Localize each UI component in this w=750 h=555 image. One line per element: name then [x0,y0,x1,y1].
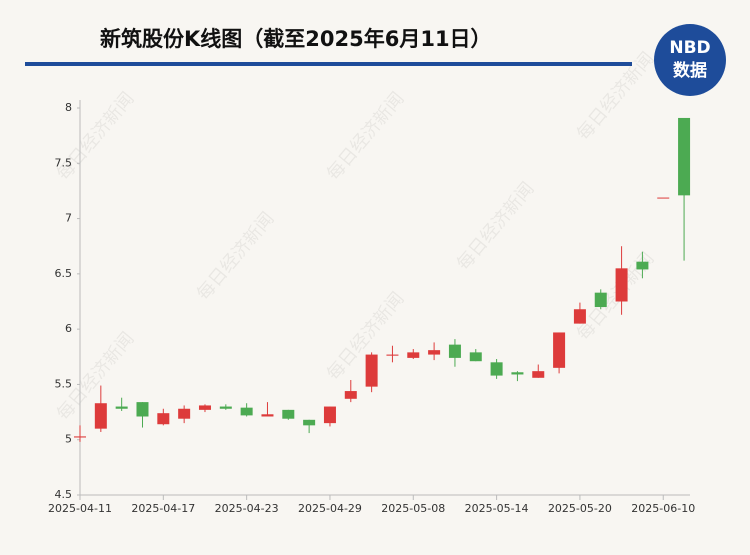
candle-body [615,268,628,302]
candle-body [469,352,482,362]
x-tick-label: 2025-04-23 [215,502,279,515]
candle-body [136,402,149,417]
y-tick-label: 6.5 [55,267,73,280]
y-tick-label: 8 [65,101,72,114]
candle-body [490,362,503,376]
candle-body [323,406,336,424]
candle-body [261,414,274,417]
x-tick-label: 2025-04-17 [131,502,195,515]
y-tick-label: 5.5 [55,377,73,390]
x-tick-label: 2025-06-10 [631,502,695,515]
candle-body [511,372,524,375]
candle-body [657,197,670,199]
candle-body [573,309,586,324]
logo-badge [654,24,726,96]
candle-body [428,350,441,355]
x-tick-label: 2025-04-11 [48,502,112,515]
candle-body [448,344,461,358]
x-tick-label: 2025-05-14 [465,502,529,515]
candle-body [386,354,399,356]
y-tick-label: 7.5 [55,156,73,169]
logo-text: NBD [669,38,710,58]
candle-body [594,292,607,308]
candle-body [74,436,86,438]
candle-body [157,413,170,425]
candle-body [240,407,253,416]
x-tick-label: 2025-05-08 [381,502,445,515]
x-tick-label: 2025-05-20 [548,502,612,515]
y-tick-label: 6 [65,322,72,335]
candle-body [198,405,211,410]
candle-body [94,403,107,429]
candle-body [553,332,566,368]
logo-text: 数据 [673,60,707,81]
y-tick-label: 4.5 [55,488,73,501]
candle-body [303,419,316,426]
x-tick-label: 2025-04-29 [298,502,362,515]
candle-body [219,406,232,409]
candle-body [178,408,191,419]
candle-body [365,354,378,387]
candle-body [344,391,357,399]
y-tick-label: 7 [65,212,72,225]
candle-body [532,371,545,378]
candle-body [115,406,128,409]
candle-body [678,117,691,196]
y-tick-label: 5 [65,433,72,446]
candle-body [636,261,649,270]
chart-title: 新筑股份K线图（截至2025年6月11日） [100,27,492,51]
candle-body [407,352,420,358]
title-rule [25,62,632,66]
candle-body [282,409,295,419]
